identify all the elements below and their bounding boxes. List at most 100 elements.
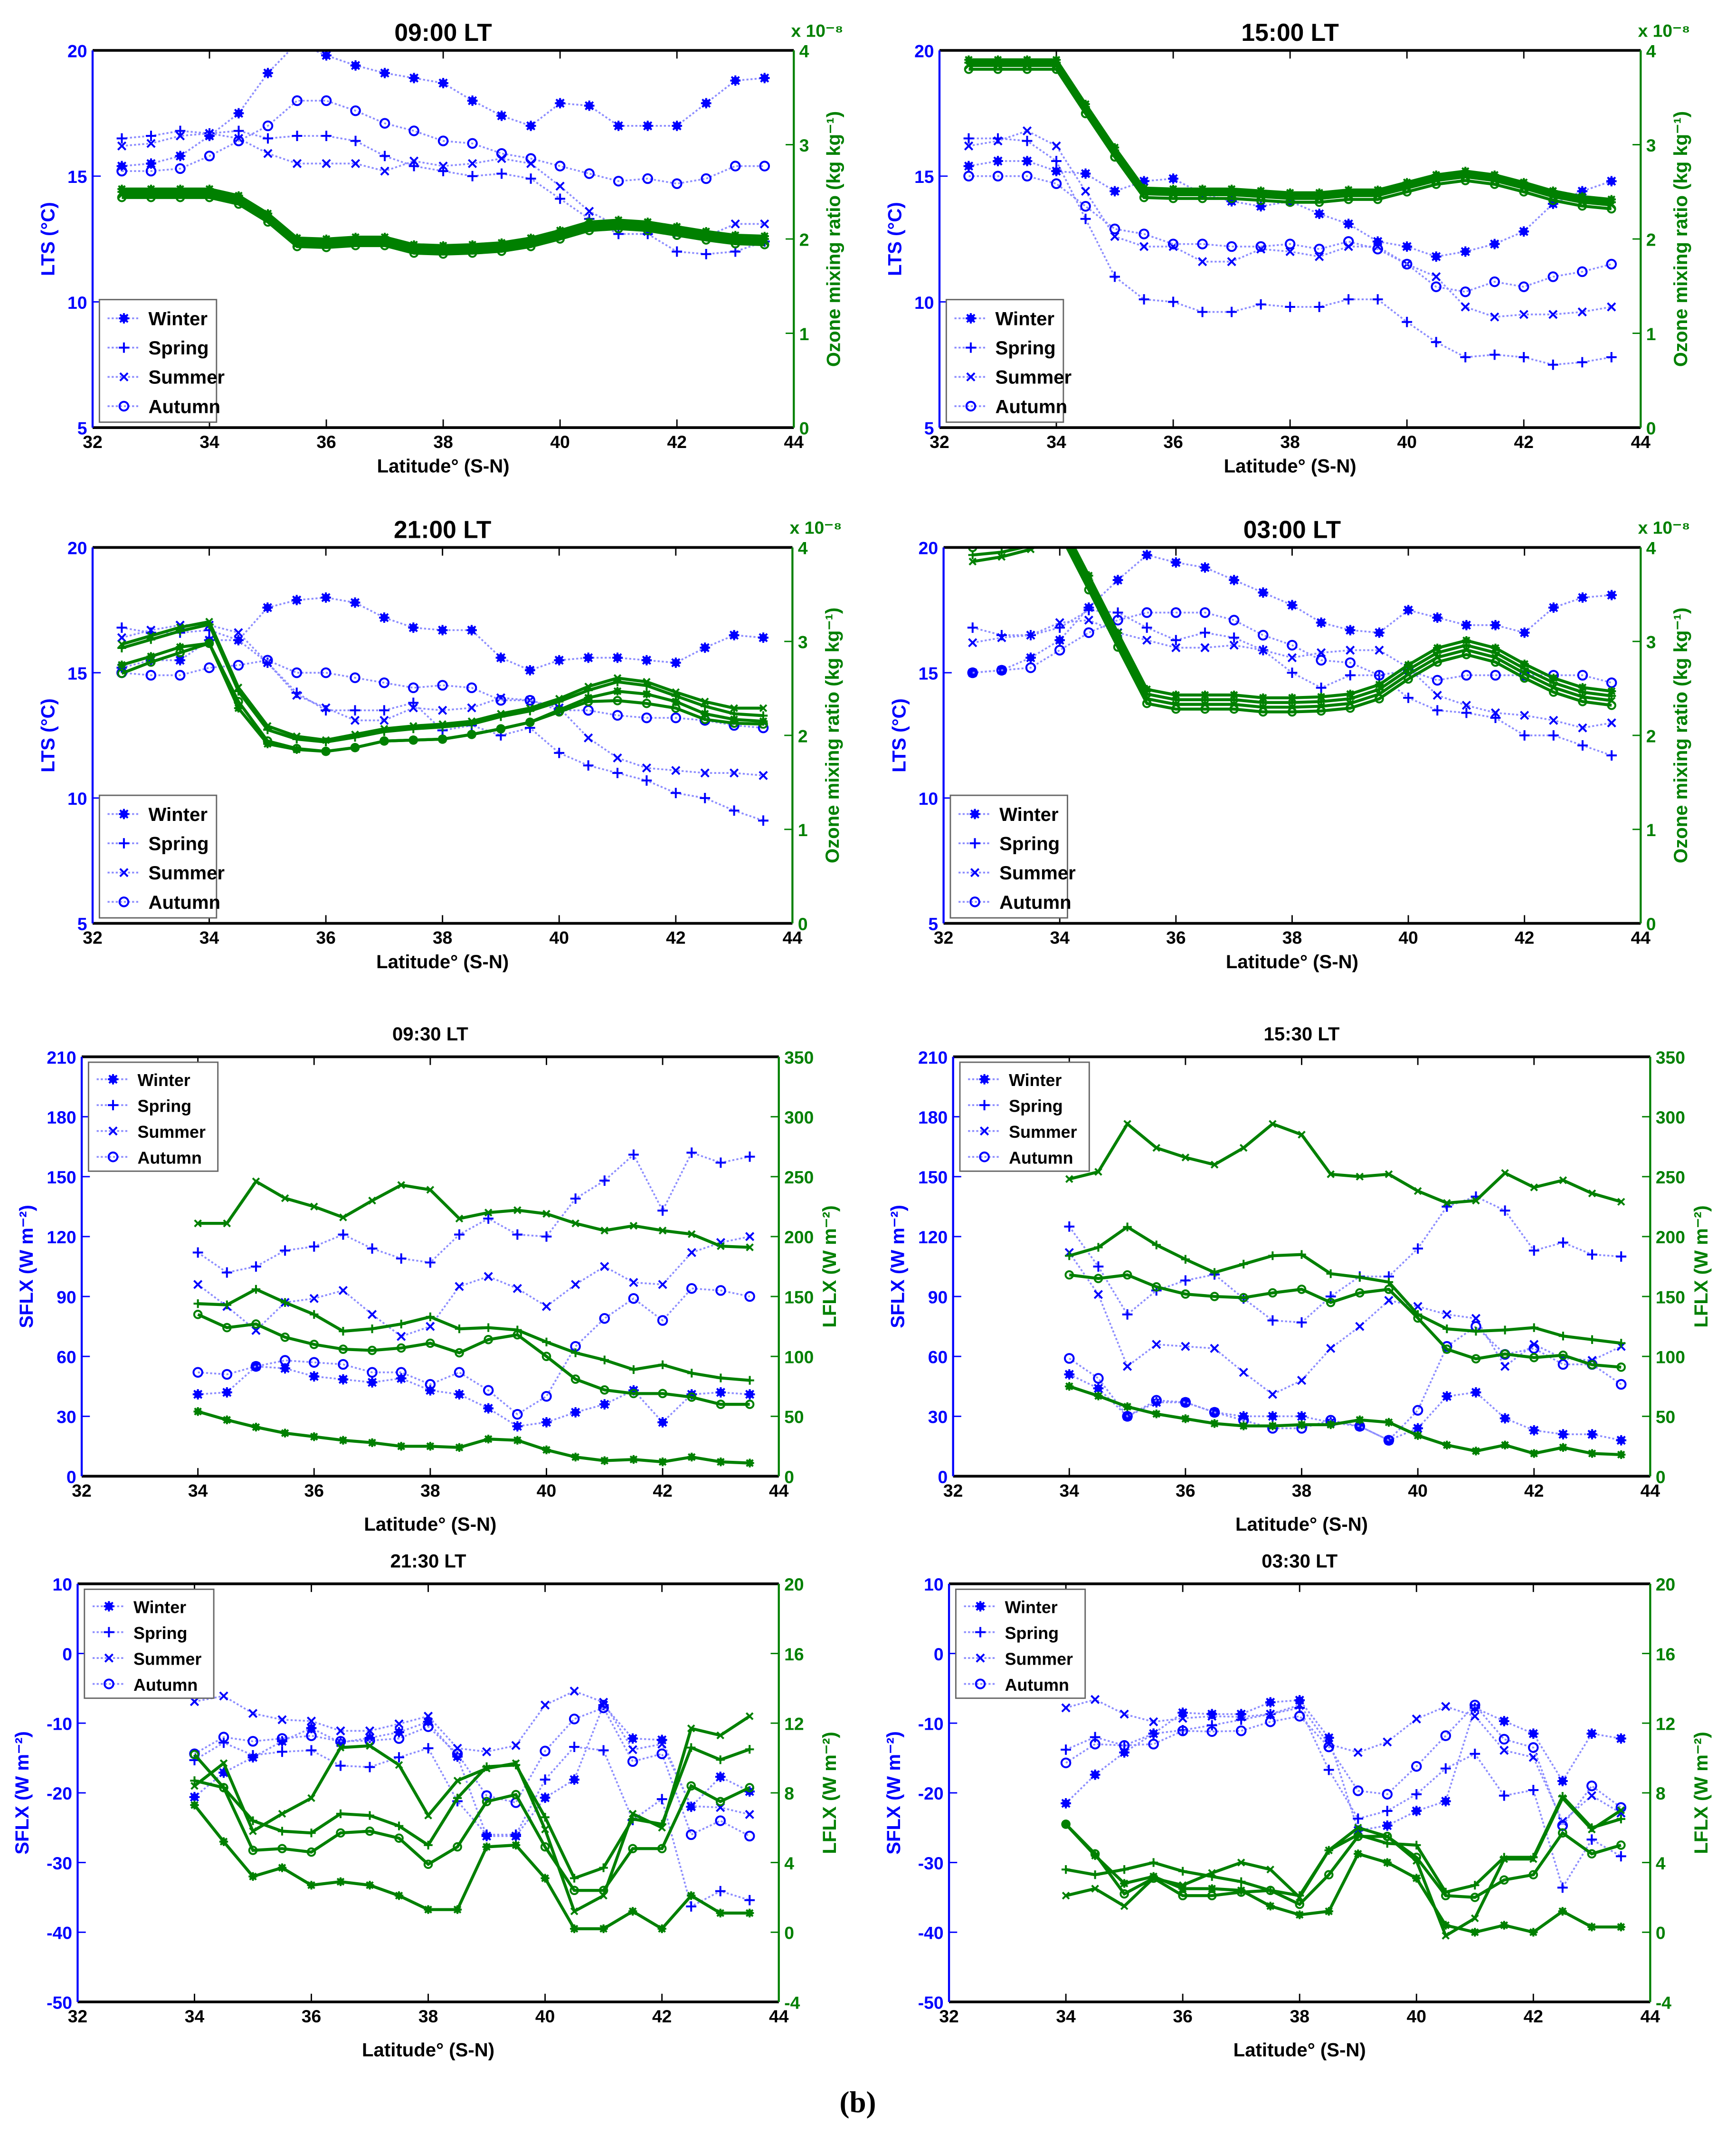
- circle-marker: [408, 682, 419, 694]
- y-axis-label-left: LTS (°C): [38, 698, 59, 772]
- circle-marker: [409, 248, 419, 258]
- y-tick-label-left: 5: [928, 914, 938, 934]
- plus-marker: [1141, 622, 1152, 633]
- circle-marker: [379, 118, 390, 129]
- right-axis-multiplier: x 10⁻⁸: [1638, 518, 1690, 538]
- circle-marker: [1226, 241, 1237, 252]
- cross-marker: [409, 722, 417, 730]
- asterisk-marker: [1402, 241, 1413, 252]
- circle-marker: [234, 199, 244, 209]
- circle-marker: [1210, 1292, 1219, 1301]
- circle-marker: [1119, 1889, 1129, 1899]
- series-line-autumn: [968, 175, 1612, 293]
- plus-marker: [1268, 1251, 1277, 1260]
- asterisk-marker: [1548, 602, 1559, 613]
- plus-marker: [1578, 687, 1587, 697]
- x-tick-label: 38: [1282, 928, 1302, 948]
- cross-marker: [234, 683, 243, 692]
- circle-marker: [1578, 696, 1587, 706]
- y-tick-label-right: 200: [784, 1227, 814, 1247]
- circle-marker: [1413, 1313, 1423, 1323]
- plus-marker: [541, 1813, 550, 1822]
- legend-label: Spring: [148, 833, 209, 854]
- circle-marker: [466, 682, 477, 694]
- circle-marker: [1284, 238, 1296, 249]
- cross-marker: [687, 1230, 696, 1238]
- plus-marker: [394, 1821, 404, 1830]
- circle-marker: [583, 696, 593, 706]
- cross-marker: [423, 1711, 433, 1721]
- circle-marker: [117, 668, 127, 678]
- cross-marker: [1325, 1846, 1333, 1855]
- cross-marker: [1269, 1120, 1277, 1128]
- cross-marker: [1588, 1825, 1596, 1834]
- plus-marker: [656, 1794, 667, 1805]
- asterisk-marker: [291, 595, 302, 606]
- circle-marker: [1025, 662, 1036, 673]
- y-tick-label-left: -20: [918, 1783, 944, 1803]
- circle-marker: [524, 695, 536, 706]
- asterisk-marker: [570, 1407, 581, 1418]
- cross-marker: [1207, 1711, 1217, 1721]
- plus-marker: [701, 248, 711, 259]
- plus-marker: [1138, 294, 1149, 305]
- cross-marker: [1413, 1302, 1423, 1311]
- circle-marker: [204, 662, 215, 673]
- asterisk-marker: [1577, 592, 1588, 603]
- chart-title: 09:30 LT: [392, 1023, 468, 1045]
- cross-marker: [716, 1731, 725, 1740]
- asterisk-marker: [641, 655, 652, 666]
- asterisk-marker: [484, 1435, 493, 1444]
- circle-marker: [1606, 204, 1616, 214]
- series-line-right-winter: [193, 1804, 750, 1931]
- x-tick-label: 38: [1290, 2006, 1309, 2026]
- circle-marker: [437, 135, 449, 146]
- cross-marker: [338, 1286, 348, 1296]
- asterisk-marker: [1499, 1413, 1510, 1424]
- circle-marker: [1090, 1738, 1100, 1750]
- plus-marker: [1061, 1744, 1072, 1755]
- x-tick-label: 40: [537, 1480, 556, 1500]
- x-tick-label: 32: [83, 432, 102, 452]
- plus-marker: [484, 1323, 493, 1332]
- cross-marker: [1287, 653, 1297, 663]
- plus-marker: [1355, 1273, 1365, 1282]
- plus-marker: [251, 1285, 261, 1294]
- plus-marker: [425, 1257, 436, 1268]
- y-tick-label-left: 10: [67, 789, 87, 809]
- cross-marker: [1297, 1376, 1307, 1385]
- circle-marker: [1470, 1893, 1480, 1902]
- circle-marker: [1235, 1725, 1247, 1736]
- plus-marker: [1528, 1785, 1539, 1795]
- asterisk-marker: [966, 313, 976, 324]
- circle-marker: [308, 1357, 320, 1368]
- x-axis-label: Latitude° (S-N): [376, 951, 509, 972]
- asterisk-marker: [193, 1407, 202, 1416]
- legend-label: Winter: [133, 1598, 186, 1617]
- series-line-summer: [194, 1690, 750, 1816]
- asterisk-marker: [658, 1457, 667, 1467]
- cross-marker: [1123, 1120, 1131, 1128]
- plus-marker: [251, 1261, 261, 1272]
- x-tick-label: 42: [653, 1480, 672, 1500]
- plus-marker: [1461, 707, 1472, 718]
- plus-marker: [1054, 622, 1065, 633]
- cross-marker: [569, 1686, 579, 1696]
- asterisk-marker: [104, 1601, 114, 1612]
- asterisk-marker: [1112, 575, 1123, 585]
- circle-marker: [1375, 694, 1384, 704]
- plus-marker: [438, 166, 449, 177]
- x-tick-label: 36: [302, 2006, 321, 2026]
- cross-marker: [613, 674, 622, 682]
- plus-marker: [1171, 695, 1181, 704]
- cross-marker: [108, 1126, 118, 1136]
- asterisk-marker: [1606, 176, 1617, 187]
- plus-marker: [116, 133, 127, 144]
- plus-marker: [1499, 1790, 1509, 1801]
- legend-label: Spring: [996, 337, 1056, 359]
- cross-marker: [426, 1186, 435, 1194]
- legend: Winter Spring Summer Autumn: [949, 794, 1076, 919]
- circle-marker: [512, 1330, 522, 1340]
- circle-marker: [729, 718, 739, 728]
- plus-marker: [365, 1811, 374, 1820]
